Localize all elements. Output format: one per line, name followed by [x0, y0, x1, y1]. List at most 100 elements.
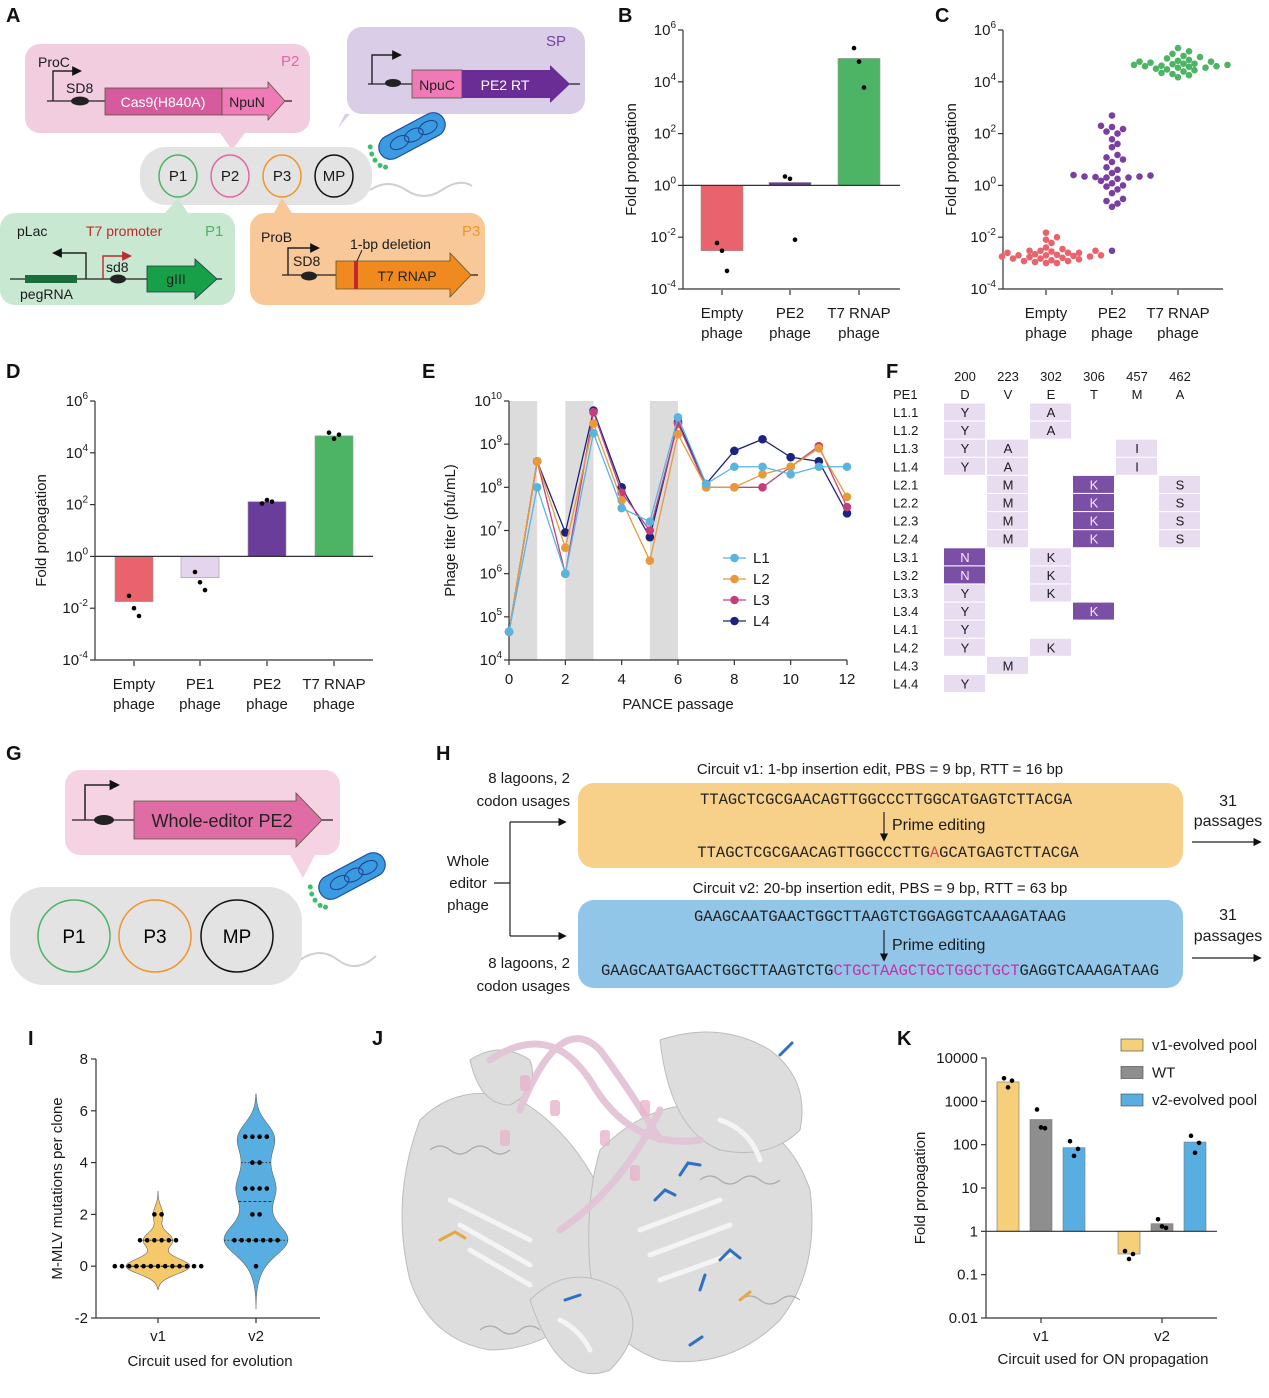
y-tick-label: 10-2: [970, 227, 996, 246]
data-point-L1: [589, 428, 598, 438]
data-point-L3: [758, 483, 767, 492]
data-point: [1031, 250, 1039, 258]
y-tick-label: 100: [974, 175, 997, 194]
data-point: [134, 1263, 139, 1269]
panel-label-c: C: [935, 5, 949, 27]
mutation-cell: [1073, 512, 1114, 530]
data-point: [177, 1263, 182, 1269]
p2-tag: P2: [281, 53, 299, 70]
lagoons-top-line1: 8 lagoons, 2: [488, 770, 570, 787]
data-point-L2: [673, 429, 683, 439]
mutation-cell: [987, 439, 1028, 457]
data-point-L1: [645, 517, 655, 526]
data-point: [1097, 122, 1105, 130]
data-point: [1048, 256, 1055, 264]
data-point: [264, 1134, 270, 1139]
promoter-arrow-icon: [287, 243, 320, 275]
data-point: [1103, 174, 1110, 181]
npun-label: NpuN: [229, 94, 265, 110]
data-point: [1059, 254, 1066, 262]
mutation-cell: [1030, 403, 1071, 421]
mutation-cell: [987, 457, 1028, 475]
data-point: [326, 430, 332, 435]
legend-label: L4: [753, 613, 770, 630]
rbs-icon: [301, 271, 317, 281]
plasmid-mp-icon: [200, 899, 274, 973]
y-tick-label: 106: [654, 20, 677, 39]
data-point: [260, 1238, 266, 1243]
y-axis-label: Fold propagation: [33, 474, 50, 587]
lagoons-top-line2: codon usages: [477, 793, 570, 810]
panel-b-chart: 10-4 10-2 100 102 104 106 Fold propagation Empt…: [623, 20, 900, 342]
x-tick-label: 4: [617, 671, 625, 688]
mutation-residue: A: [1047, 423, 1056, 438]
mutation-cell: [944, 403, 985, 421]
data-point: [257, 1186, 262, 1191]
legend-swatch: [1120, 1093, 1144, 1107]
x-tick-label: PE1: [186, 676, 214, 693]
data-point: [1108, 112, 1116, 119]
x-tick-label: Empty: [701, 305, 744, 322]
legend-swatch: [1120, 1066, 1144, 1079]
legend-label: v1-evolved pool: [1152, 1037, 1257, 1054]
mutation-residue: Y: [961, 622, 970, 637]
data-point: [159, 1238, 164, 1243]
data-point: [1070, 171, 1077, 179]
sp-tag: SP: [546, 33, 566, 50]
data-point: [1067, 1138, 1073, 1144]
data-point: [1081, 173, 1088, 180]
position-header: 200: [954, 369, 976, 384]
data-point: [257, 1134, 262, 1139]
p1-circle-label: P1: [62, 927, 85, 948]
x-axis-label: PANCE passage: [622, 696, 733, 713]
data-point: [1136, 173, 1143, 180]
y-tick-label: 104: [480, 650, 503, 669]
data-point: [1130, 61, 1138, 69]
data-point: [1169, 50, 1176, 58]
lagoon-clone-label: L3.2: [893, 568, 918, 583]
npuc-label: NpuC: [419, 77, 455, 93]
lagoons-bottom-line1: 8 lagoons, 2: [488, 955, 570, 972]
mutation-residue: Y: [961, 677, 970, 692]
mutation-cell: [987, 512, 1028, 530]
v2-circuit-title: Circuit v2: 20-bp insertion edit, PBS = …: [693, 880, 1068, 897]
bar: [247, 501, 287, 557]
data-point: [192, 569, 198, 575]
data-point: [1114, 200, 1121, 207]
data-point: [1108, 123, 1116, 131]
v2-passages-count: 31: [1219, 907, 1237, 924]
data-point: [275, 1238, 280, 1243]
data-point: [268, 1238, 273, 1243]
mutation-sticks-orange: [438, 1230, 752, 1302]
panel-k-chart: 10000 1000 100 10 1 0.1 0.01 Fold propagation v1…: [912, 1037, 1257, 1368]
data-point-L2: [645, 556, 655, 565]
data-point: [250, 1186, 255, 1191]
data-point: [1159, 1224, 1165, 1229]
data-point: [1071, 1153, 1077, 1159]
data-point-L1: [786, 470, 795, 479]
sd8-label: sd8: [106, 259, 129, 275]
mutation-cell: [987, 656, 1028, 674]
mutation-cell: [987, 494, 1028, 511]
mutation-cell: [1030, 638, 1071, 656]
bar: [180, 556, 220, 579]
lagoon-clone-label: L4.4: [893, 677, 918, 692]
lagoon-clone-label: L1.1: [893, 405, 918, 420]
mutation-residue: I: [1135, 459, 1139, 474]
data-point: [1059, 245, 1066, 253]
panel-label-a: A: [6, 5, 20, 27]
data-point: [1119, 125, 1127, 133]
data-point-L1: [842, 462, 852, 472]
v1-circuit-box: [578, 783, 1183, 868]
mutation-residue: S: [1176, 532, 1185, 547]
x-axis-label: Circuit used for evolution: [127, 1353, 292, 1370]
data-point: [257, 1212, 262, 1217]
data-point: [1114, 186, 1121, 193]
data-point: [1048, 248, 1055, 255]
data-point-L1: [730, 462, 739, 472]
bar: [700, 185, 744, 252]
data-point: [1108, 189, 1116, 197]
